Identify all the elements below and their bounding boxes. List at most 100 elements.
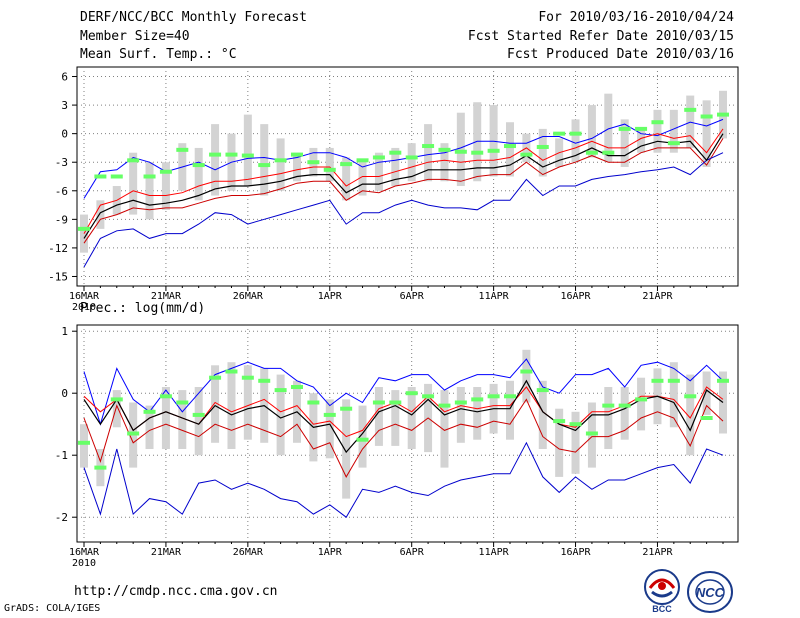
- observed-marker: [700, 416, 713, 420]
- tick-label-x: 1APR: [318, 291, 343, 302]
- tick-label-y: 0: [61, 387, 68, 400]
- ensemble-box: [374, 387, 383, 446]
- ensemble-box: [145, 162, 154, 220]
- ensemble-box: [374, 152, 383, 191]
- series-mean-line: [83, 133, 724, 239]
- observed-marker: [553, 419, 566, 424]
- ensemble-box: [686, 374, 695, 456]
- ensemble-box: [407, 387, 416, 449]
- tick-label-x: 26MAR: [233, 291, 264, 302]
- ensemble-box: [440, 143, 449, 182]
- bcc-logo-text: BCC: [652, 604, 672, 614]
- ensemble-box: [571, 119, 580, 163]
- tick-label-y: -9: [55, 213, 68, 226]
- tick-label-x: 21MAR: [151, 547, 182, 558]
- forecast-period: For 2010/03/16-2010/04/24: [538, 10, 734, 25]
- ensemble-box: [80, 424, 88, 468]
- tick-label-x: 16APR: [560, 291, 591, 302]
- tick-label-y: 1: [61, 325, 68, 338]
- observed-marker: [78, 226, 90, 231]
- ensemble-box: [325, 147, 334, 182]
- ensemble-box: [211, 365, 220, 443]
- observed-marker: [78, 440, 90, 445]
- bcc-logo: BCC: [644, 569, 680, 614]
- ensemble-box: [391, 390, 400, 446]
- observed-marker: [487, 394, 500, 399]
- panel-precipitation: 1 0 -1 -2 16MAR 21MAR 26MAR 1APR 6APR 11APR 16APR 2…: [55, 301, 739, 569]
- ensemble-box: [506, 122, 514, 177]
- observed-marker: [340, 406, 353, 411]
- series-mean-line: [83, 379, 724, 454]
- tick-label-y: -1: [55, 449, 68, 462]
- observed-marker: [536, 388, 549, 393]
- observed-marker: [94, 174, 107, 179]
- observed-marker: [241, 375, 254, 380]
- tick-label-year: 2010: [72, 558, 96, 569]
- observed-marker: [143, 174, 156, 179]
- observed-marker: [536, 144, 549, 149]
- tick-label-y: 6: [61, 71, 68, 84]
- chart-title: DERF/NCC/BCC Monthly Forecast: [80, 10, 307, 25]
- series-upper-line: [83, 128, 724, 234]
- observed-marker: [110, 174, 123, 179]
- ensemble-box: [653, 109, 662, 153]
- ensemble-box: [440, 390, 449, 468]
- ensemble-box: [702, 371, 711, 415]
- ensemble-box: [243, 365, 252, 440]
- ensemble-box: [391, 147, 400, 187]
- observed-marker: [323, 412, 336, 417]
- observed-marker: [209, 152, 222, 157]
- ncc-logo: NCC: [687, 571, 733, 613]
- observed-marker: [143, 409, 156, 414]
- observed-marker: [274, 388, 287, 393]
- observed-marker: [717, 378, 729, 383]
- ensemble-box: [473, 387, 482, 440]
- ensemble-box: [538, 128, 547, 177]
- observed-marker: [651, 120, 664, 125]
- ensemble-box: [407, 143, 416, 182]
- observed-marker: [569, 131, 582, 136]
- tick-label-x: 16APR: [560, 547, 591, 558]
- observed-marker: [307, 160, 320, 165]
- ensemble-box: [571, 411, 580, 474]
- tick-label-x: 11APR: [479, 547, 510, 558]
- observed-marker: [520, 369, 533, 374]
- observed-marker: [602, 403, 615, 408]
- observed-marker: [684, 394, 697, 399]
- ensemble-box: [637, 128, 646, 153]
- observed-marker: [176, 147, 189, 152]
- observed-marker: [553, 131, 566, 136]
- tick-label-x: 21APR: [642, 547, 673, 558]
- ensemble-box: [587, 105, 596, 158]
- observed-marker: [405, 391, 418, 396]
- observed-marker: [438, 403, 451, 408]
- ensemble-box: [211, 124, 220, 196]
- forecast-produced-date: Fcst Produced Date 2010/03/16: [507, 47, 734, 62]
- ensemble-box: [96, 200, 105, 229]
- precip-panel-title: Prec.: log(mm/d): [80, 301, 205, 316]
- ensemble-box: [669, 362, 678, 428]
- observed-marker: [684, 107, 697, 112]
- observed-marker: [372, 400, 385, 405]
- ensemble-box: [620, 119, 629, 167]
- observed-marker: [225, 152, 238, 157]
- tick-label-x: 6APR: [400, 547, 425, 558]
- ensemble-box: [178, 390, 187, 449]
- observed-marker: [454, 400, 467, 405]
- source-url[interactable]: http://cmdp.ncc.cma.gov.cn: [74, 584, 278, 599]
- observed-marker: [127, 158, 140, 163]
- ensemble-box: [424, 124, 433, 182]
- plot-frame: [76, 324, 739, 543]
- ensemble-box: [325, 399, 334, 459]
- ensemble-box: [456, 112, 465, 187]
- observed-marker: [602, 150, 615, 155]
- observed-marker: [356, 437, 369, 442]
- observed-marker: [258, 163, 271, 168]
- ensemble-box: [489, 105, 498, 177]
- ensemble-box: [80, 214, 88, 253]
- ensemble-box: [358, 405, 367, 468]
- grads-credit: GrADS: COLA/IGES: [4, 603, 101, 614]
- observed-marker: [667, 141, 680, 146]
